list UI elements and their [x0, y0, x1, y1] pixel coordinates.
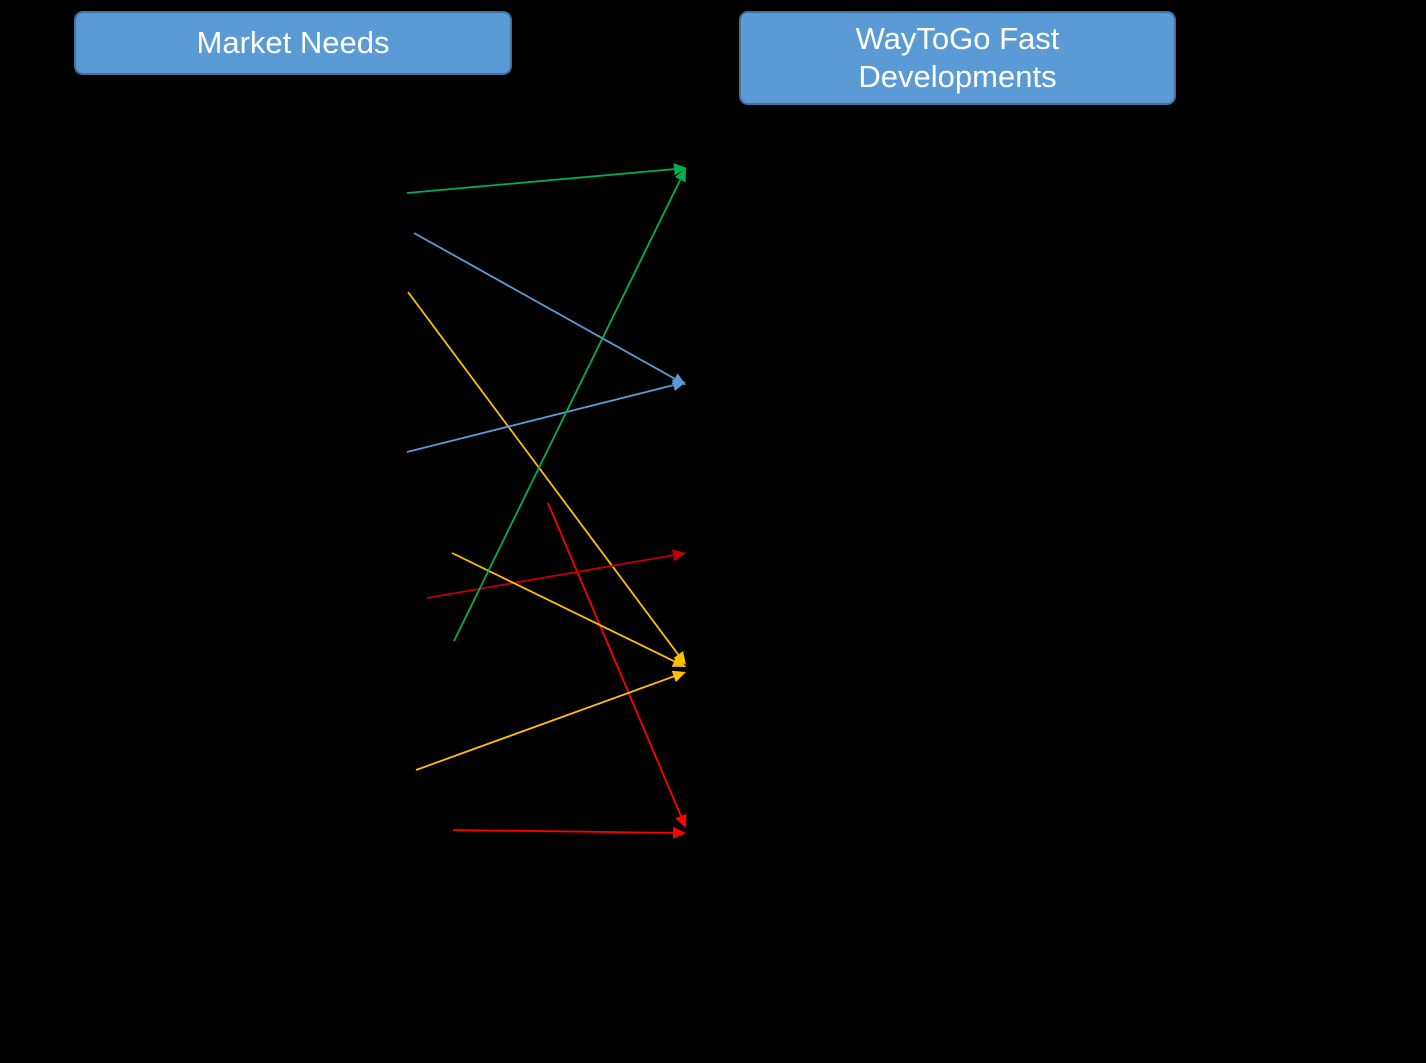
market-needs-header: Market Needs: [74, 11, 512, 75]
arrowhead-icon: [672, 549, 686, 562]
connector-line: [413, 232, 676, 380]
connector-arrow-blue: [406, 379, 686, 453]
connector-arrow-green: [406, 163, 687, 194]
arrowhead-icon: [673, 163, 687, 176]
connector-line: [406, 384, 674, 453]
waytogo-label: WayToGo Fast Developments: [855, 21, 1060, 94]
arrowhead-icon: [671, 379, 686, 391]
arrowhead-icon: [671, 670, 686, 683]
arrowhead-icon: [675, 813, 687, 828]
market-needs-label: Market Needs: [196, 25, 390, 60]
connector-line: [415, 675, 675, 771]
connector-arrow-yellow: [407, 291, 686, 665]
arrowhead-icon: [674, 168, 686, 183]
connector-arrow-dark_red: [426, 549, 686, 599]
arrowhead-icon: [673, 650, 686, 665]
connector-line: [407, 291, 679, 656]
connector-arrow-yellow: [415, 670, 686, 771]
connector-line: [451, 552, 675, 663]
connector-arrow-yellow: [451, 552, 686, 667]
connector-arrow-red: [547, 502, 687, 828]
connector-line: [452, 829, 674, 834]
connector-arrow-red: [452, 826, 686, 839]
waytogo-header: WayToGo Fast Developments: [739, 11, 1176, 105]
connector-line: [406, 168, 675, 194]
connector-arrow-green: [453, 168, 686, 642]
arrowhead-icon: [671, 655, 686, 667]
connector-line: [426, 554, 674, 599]
arrowhead-icon: [672, 826, 686, 839]
connector-arrow-blue: [413, 232, 686, 385]
connector-line: [547, 502, 682, 817]
connector-line: [453, 179, 682, 642]
